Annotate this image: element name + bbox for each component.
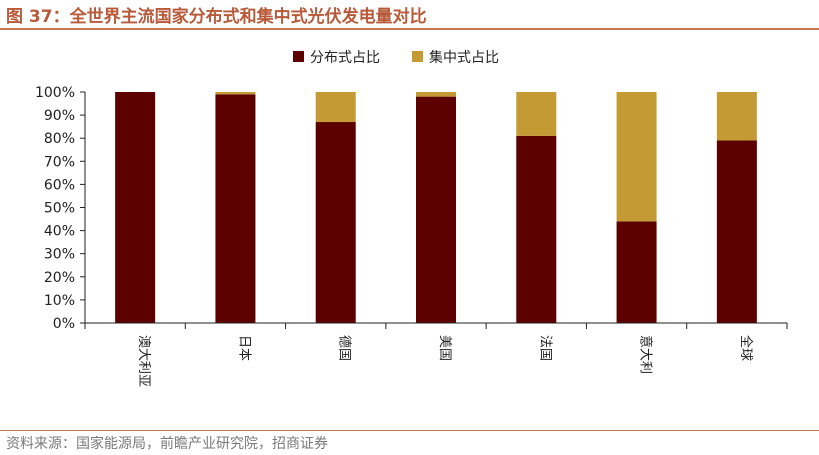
x-category-label: 全球 — [738, 335, 754, 361]
bar-centralized-6 — [716, 92, 757, 141]
bar-distributed-1 — [215, 94, 256, 323]
bar-distributed-2 — [315, 122, 356, 323]
legend-label-distributed: 分布式占比 — [310, 50, 380, 66]
source-note: 资料来源：国家能源局，前瞻产业研究院，招商证券 — [6, 436, 328, 452]
bar-centralized-3 — [416, 92, 456, 97]
y-tick-label: 60% — [44, 177, 75, 193]
title-divider — [0, 28, 819, 30]
bar-centralized-1 — [215, 92, 256, 95]
y-tick-label: 100% — [35, 85, 75, 101]
x-axis: 澳大利亚 日本 德国 美国 法国 意大利 全球 — [84, 322, 788, 387]
x-category-label: 美国 — [437, 335, 452, 361]
y-tick-label: 20% — [44, 270, 75, 286]
bar-distributed-6 — [716, 140, 757, 323]
legend-swatch-distributed — [293, 51, 304, 62]
legend: 分布式占比 集中式占比 — [293, 49, 499, 66]
bar-centralized-5 — [616, 92, 657, 222]
x-category-label: 法国 — [537, 335, 552, 361]
x-category-label: 澳大利亚 — [136, 335, 152, 387]
legend-label-centralized: 集中式占比 — [429, 49, 499, 66]
y-tick-label: 80% — [44, 131, 75, 147]
bar-centralized-2 — [315, 92, 356, 123]
x-category-label: 日本 — [236, 335, 251, 361]
x-category-label: 意大利 — [638, 335, 654, 374]
bar-centralized-4 — [516, 92, 557, 136]
y-tick-label: 30% — [44, 247, 75, 263]
y-tick-label: 10% — [44, 293, 75, 309]
y-axis: 0% 10% 20% 30% 40% 50% 60% 70% 80% 90% 100% — [35, 85, 86, 332]
bar-distributed-0 — [115, 92, 156, 323]
footer-divider — [0, 430, 819, 431]
chart-title: 图 37：全世界主流国家分布式和集中式光伏发电量对比 — [6, 7, 427, 27]
bar-distributed-3 — [416, 96, 456, 324]
bars — [115, 92, 757, 324]
y-tick-label: 40% — [44, 224, 75, 240]
y-tick-label: 0% — [53, 316, 75, 332]
x-category-label: 德国 — [337, 335, 352, 361]
bar-distributed-4 — [516, 135, 557, 323]
y-tick-label: 70% — [44, 154, 75, 170]
y-tick-label: 50% — [44, 201, 75, 217]
legend-swatch-centralized — [412, 51, 423, 62]
bar-distributed-5 — [616, 221, 657, 323]
stacked-bar-chart: 分布式占比 集中式占比 0% 10% 20% 30% 40% 50% 60% 70% 80% 90… — [35, 49, 788, 387]
y-tick-label: 90% — [44, 108, 75, 124]
